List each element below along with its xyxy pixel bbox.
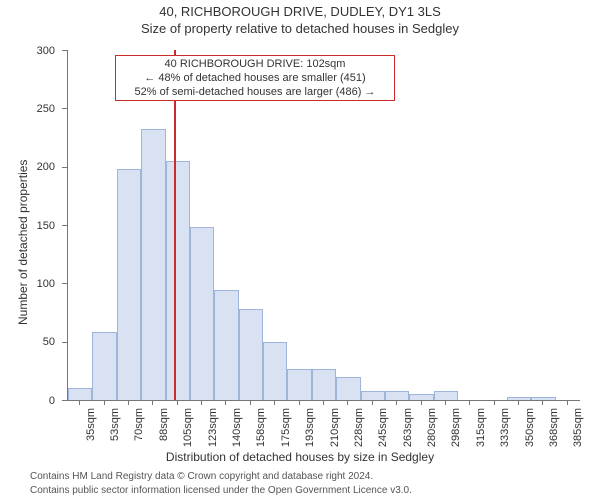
x-tick-label: 193sqm	[304, 408, 316, 458]
annotation-line: 52% of semi-detached houses are larger (…	[120, 86, 390, 100]
histogram-bar	[166, 161, 190, 400]
x-tick-mark	[469, 400, 470, 405]
chart-title: 40, RICHBOROUGH DRIVE, DUDLEY, DY1 3LS	[0, 4, 600, 19]
credits-line: Contains public sector information licen…	[30, 485, 412, 496]
x-tick-mark	[347, 400, 348, 405]
x-tick-label: 228sqm	[353, 408, 365, 458]
x-tick-mark	[79, 400, 80, 405]
chart-stage: 40, RICHBOROUGH DRIVE, DUDLEY, DY1 3LS S…	[0, 0, 600, 500]
y-tick-mark	[62, 342, 67, 343]
plot-area	[67, 50, 580, 401]
histogram-bar	[92, 332, 116, 400]
chart-subtitle: Size of property relative to detached ho…	[0, 21, 600, 36]
credits-text: Contains HM Land Registry data © Crown c…	[30, 470, 412, 497]
histogram-bar	[531, 397, 555, 401]
x-tick-label: 210sqm	[329, 408, 341, 458]
x-tick-label: 53sqm	[109, 408, 121, 458]
y-axis-label: Number of detached properties	[16, 160, 30, 325]
x-tick-mark	[323, 400, 324, 405]
histogram-bar	[214, 290, 238, 400]
x-tick-mark	[274, 400, 275, 405]
x-tick-mark	[128, 400, 129, 405]
x-tick-mark	[201, 400, 202, 405]
x-tick-label: 105sqm	[182, 408, 194, 458]
x-tick-mark	[152, 400, 153, 405]
y-tick-label: 150	[0, 220, 55, 232]
histogram-bar	[190, 227, 214, 400]
y-tick-mark	[62, 108, 67, 109]
histogram-bar	[263, 342, 287, 400]
x-tick-mark	[445, 400, 446, 405]
x-tick-label: 385sqm	[572, 408, 584, 458]
x-tick-mark	[225, 400, 226, 405]
marker-annotation-box: 40 RICHBOROUGH DRIVE: 102sqm ← 48% of de…	[115, 55, 395, 101]
x-tick-label: 280sqm	[426, 408, 438, 458]
histogram-bar	[361, 391, 385, 400]
y-tick-label: 100	[0, 278, 55, 290]
x-tick-mark	[421, 400, 422, 405]
annotation-line: 40 RICHBOROUGH DRIVE: 102sqm	[120, 58, 390, 72]
histogram-bar	[239, 309, 263, 400]
histogram-bar	[434, 391, 458, 400]
x-tick-label: 35sqm	[85, 408, 97, 458]
x-tick-label: 158sqm	[255, 408, 267, 458]
x-tick-mark	[250, 400, 251, 405]
x-tick-label: 333sqm	[499, 408, 511, 458]
y-tick-label: 200	[0, 161, 55, 173]
x-tick-label: 70sqm	[133, 408, 145, 458]
histogram-bar	[68, 388, 92, 400]
histogram-bar	[287, 369, 311, 401]
y-tick-label: 250	[0, 103, 55, 115]
histogram-bar	[409, 394, 433, 400]
x-tick-mark	[177, 400, 178, 405]
x-tick-mark	[372, 400, 373, 405]
x-tick-mark	[396, 400, 397, 405]
x-tick-mark	[518, 400, 519, 405]
y-tick-mark	[62, 167, 67, 168]
x-tick-label: 315sqm	[475, 408, 487, 458]
x-tick-label: 350sqm	[524, 408, 536, 458]
x-tick-label: 298sqm	[450, 408, 462, 458]
credits-line: Contains HM Land Registry data © Crown c…	[30, 471, 373, 482]
y-tick-mark	[62, 283, 67, 284]
x-tick-mark	[567, 400, 568, 405]
y-tick-mark	[62, 50, 67, 51]
y-tick-label: 50	[0, 336, 55, 348]
x-tick-mark	[299, 400, 300, 405]
x-tick-mark	[542, 400, 543, 405]
y-tick-mark	[62, 400, 67, 401]
x-tick-label: 245sqm	[377, 408, 389, 458]
y-tick-mark	[62, 225, 67, 226]
x-tick-label: 263sqm	[402, 408, 414, 458]
histogram-bar	[336, 377, 360, 400]
x-tick-label: 368sqm	[548, 408, 560, 458]
x-tick-label: 123sqm	[207, 408, 219, 458]
annotation-line: ← 48% of detached houses are smaller (45…	[120, 72, 390, 86]
histogram-bar	[385, 391, 409, 400]
marker-line	[174, 50, 176, 400]
histogram-bar	[117, 169, 141, 400]
x-tick-mark	[494, 400, 495, 405]
x-tick-mark	[104, 400, 105, 405]
y-tick-label: 300	[0, 45, 55, 57]
histogram-bar	[141, 129, 165, 400]
histogram-bar	[312, 369, 336, 401]
x-tick-label: 175sqm	[280, 408, 292, 458]
x-tick-label: 88sqm	[158, 408, 170, 458]
y-tick-label: 0	[0, 395, 55, 407]
x-tick-label: 140sqm	[231, 408, 243, 458]
